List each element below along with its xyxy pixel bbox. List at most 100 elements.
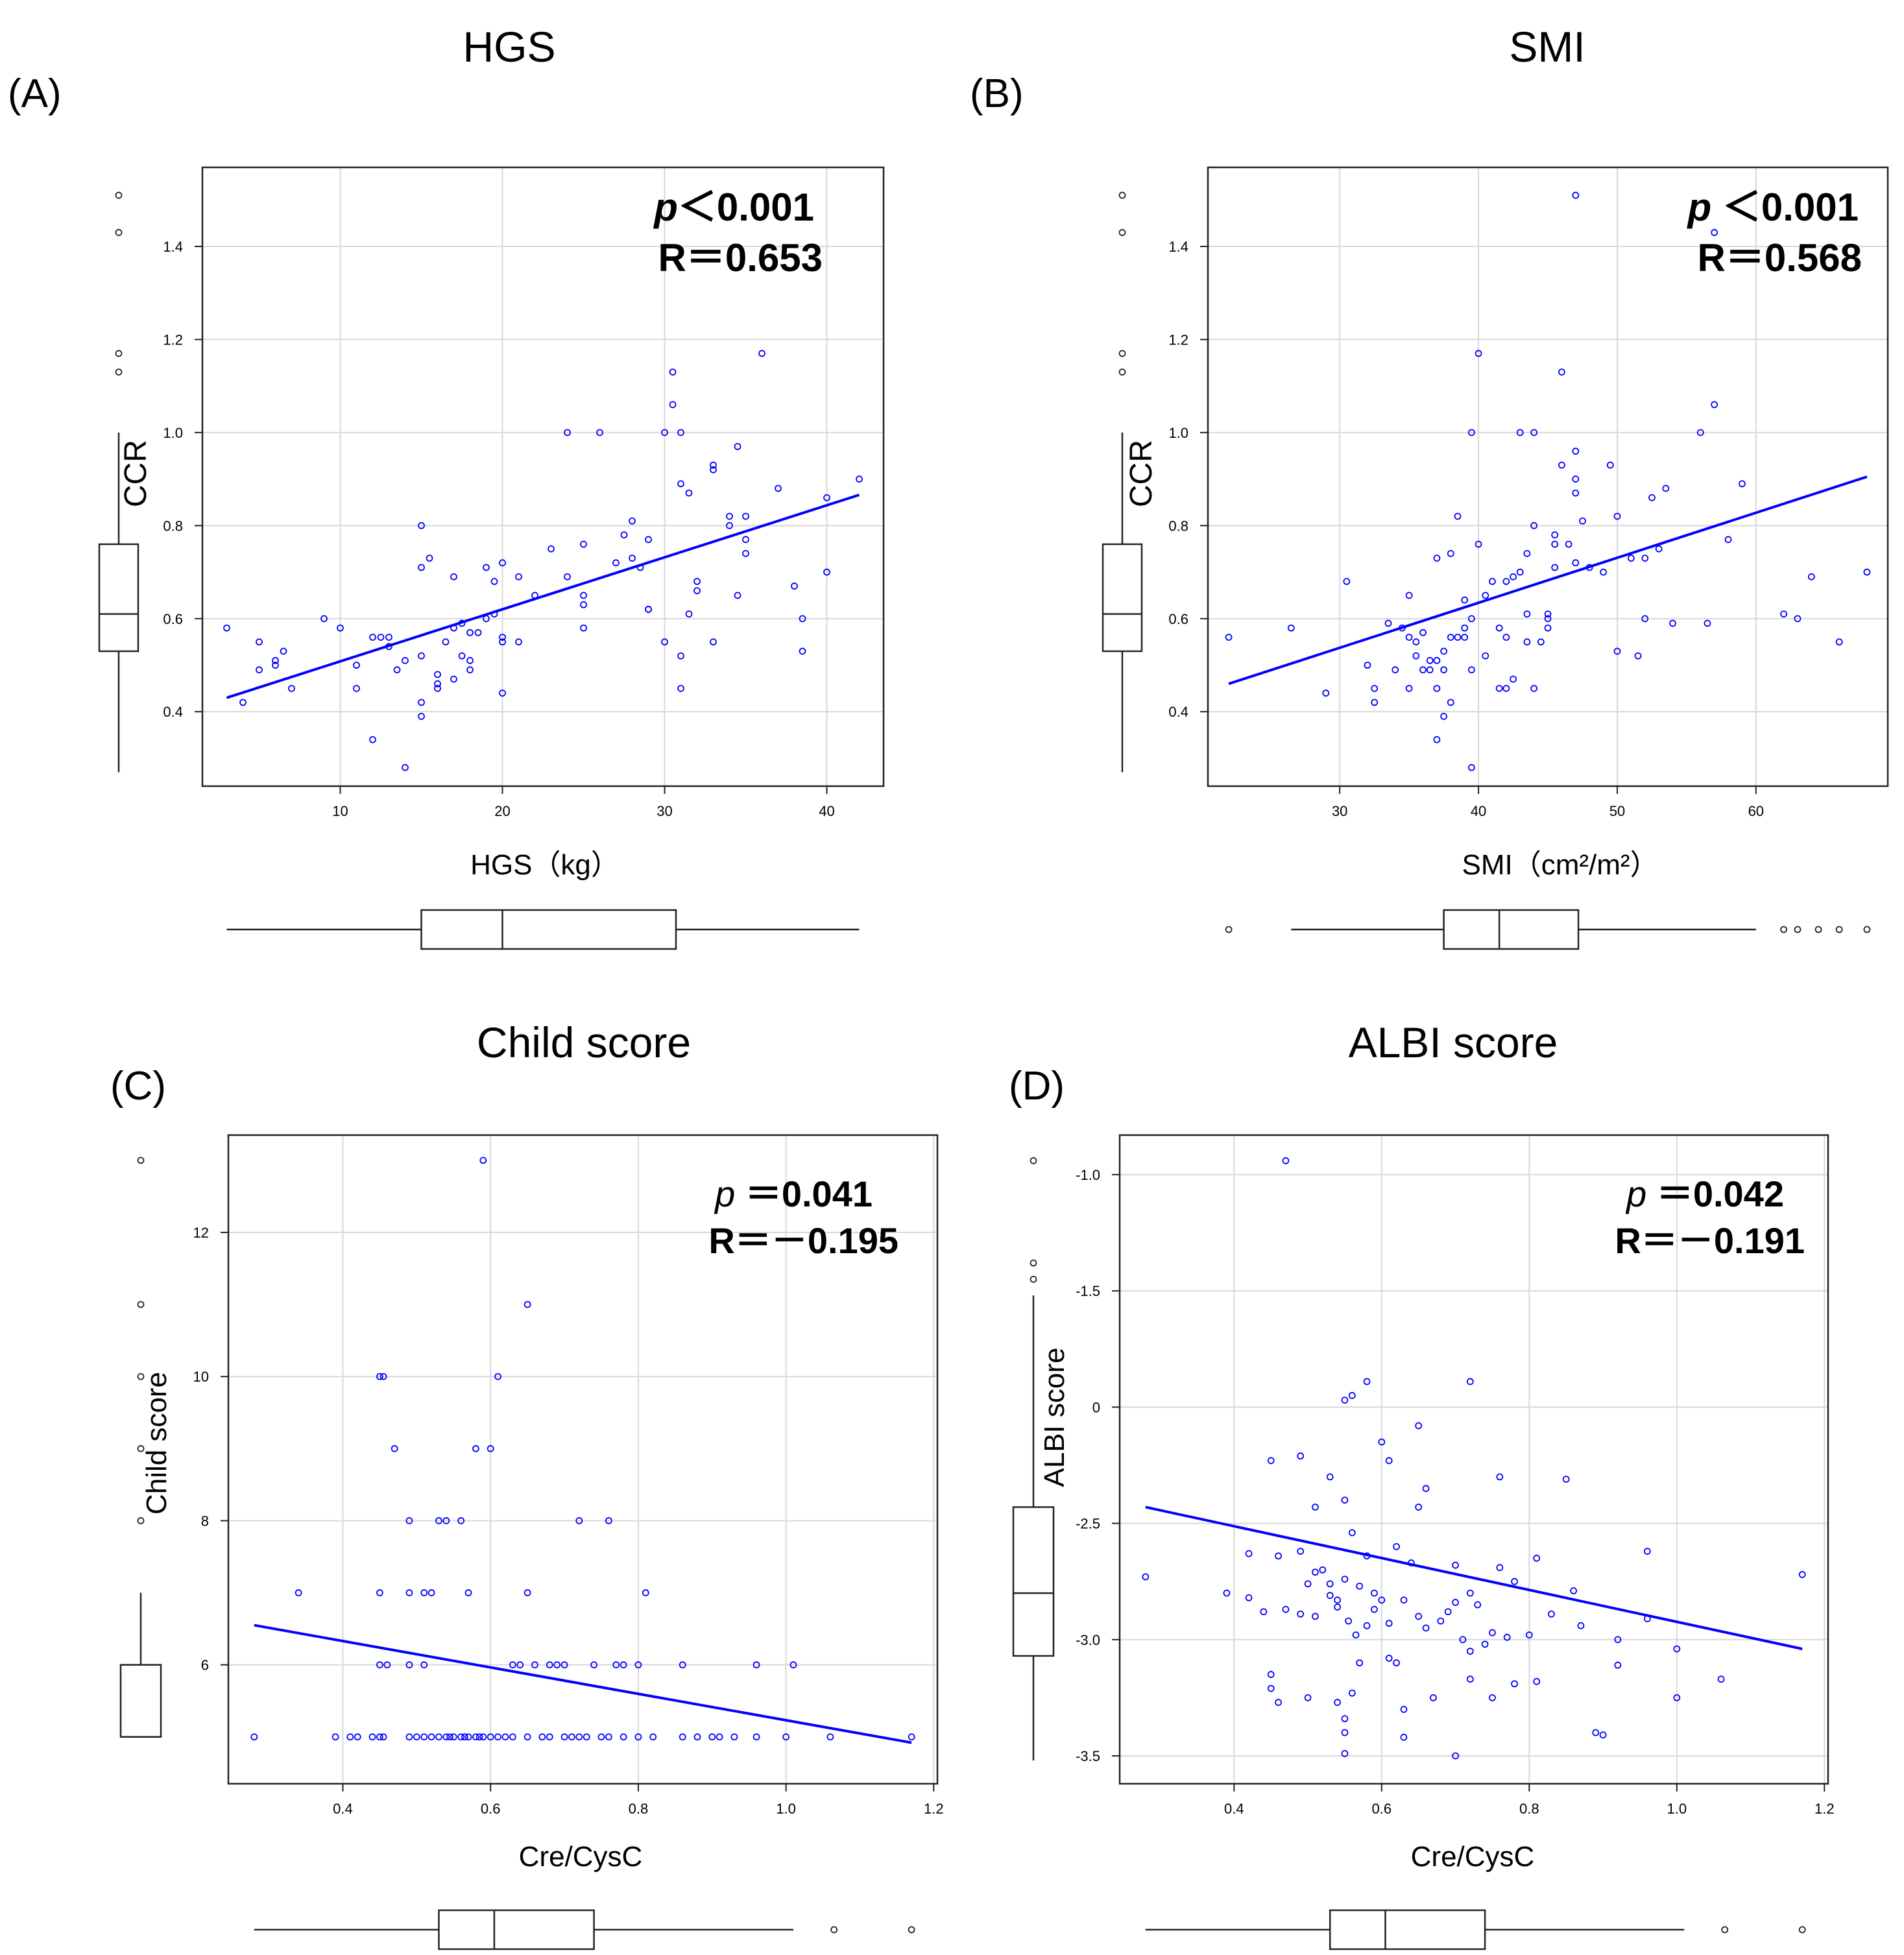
panel-d-plot-frame: [1118, 1134, 1829, 1785]
panel-a-point-8: [320, 615, 328, 623]
panel-c-point-54: [457, 1733, 465, 1741]
panel-b-point-80: [1634, 652, 1642, 660]
panel-c: Child score (C) 0.4 0.6 0.8 1.0 1.2 6 8 10 12 p …: [110, 1018, 944, 1950]
panel-c-point-40: [331, 1733, 339, 1741]
panel-d-point-37: [1245, 1594, 1253, 1601]
panel-d-point-80: [1430, 1694, 1437, 1701]
panel-a-point-6: [280, 647, 287, 655]
panel-a-point-48: [515, 638, 522, 646]
panel-b-point-60: [1544, 624, 1552, 632]
panel-b-point-90: [1711, 229, 1718, 236]
panel-d-point-77: [1393, 1659, 1400, 1667]
panel-a-point-32: [450, 675, 457, 683]
panel-c-point-25: [420, 1661, 428, 1669]
panel-d-regression-line: [1145, 1505, 1803, 1651]
panel-c-point-48: [420, 1733, 428, 1741]
panel-d-point-76: [1385, 1655, 1393, 1662]
panel-b-x-tick-label-0: 30: [1332, 803, 1347, 819]
panel-b-point-86: [1669, 619, 1676, 627]
panel-d-x-box-outlier-0: [1721, 1926, 1729, 1934]
panel-a-r-value: R＝0.653: [658, 236, 823, 280]
panel-d-x-box: [1329, 1909, 1486, 1950]
panel-a-point-65: [645, 606, 652, 613]
panel-c-r-value: R＝－0.195: [708, 1220, 898, 1261]
panel-d-y-box-outlier-0: [1030, 1157, 1037, 1164]
panel-a-point-44: [499, 638, 506, 646]
panel-d-point-6: [1297, 1452, 1305, 1460]
panel-d-point-18: [1297, 1548, 1305, 1555]
panel-a-point-39: [483, 564, 490, 571]
panel-a-point-95: [856, 475, 863, 483]
panel-a-point-72: [677, 429, 684, 437]
panel-d-point-86: [1592, 1729, 1600, 1736]
panel-a-point-0: [223, 624, 230, 632]
panel-c-point-39: [250, 1733, 258, 1741]
panel-a-point-45: [499, 634, 506, 641]
panel-a-point-83: [734, 442, 741, 450]
panel-a-point-58: [612, 559, 620, 567]
panel-a-plot: 10 20 30 40 0.4 0.6 0.8 1.0 1.2 1.4: [98, 166, 885, 950]
panel-a-y-tick-label-1: 0.6: [163, 611, 183, 627]
panel-c-y-box-outlier-1: [137, 1445, 145, 1452]
panel-c-y-tick-label-0: 6: [201, 1657, 209, 1673]
panel-a-y-box-outlier-2: [115, 229, 123, 236]
panel-c-point-83: [826, 1733, 834, 1741]
panel-c-x-tick-label-3: 1.0: [776, 1801, 796, 1817]
panel-d-point-25: [1643, 1548, 1651, 1555]
panel-c-x-tick-label-1: 0.6: [481, 1801, 501, 1817]
panel-b-point-65: [1558, 461, 1565, 469]
panel-a-y-tick-label-2: 0.8: [163, 518, 183, 534]
panel-d-point-13: [1496, 1564, 1504, 1572]
panel-d-point-19: [1312, 1568, 1319, 1576]
panel-d-point-5: [1267, 1457, 1275, 1465]
panel-d-y-axis-label: ALBI score: [1039, 1347, 1070, 1487]
panel-a-regression-line: [226, 494, 860, 699]
panel-c-point-20: [524, 1589, 531, 1596]
panel-d-point-49: [1400, 1596, 1408, 1604]
panel-c-point-46: [405, 1733, 413, 1741]
panel-b-x-box-outlier-5: [1863, 926, 1871, 933]
panel-a-point-50: [548, 545, 555, 553]
panel-d-x-tick-label-4: 1.2: [1814, 1801, 1835, 1817]
panel-b-point-10: [1405, 634, 1413, 641]
panel-c-point-14: [295, 1589, 302, 1596]
panel-a-point-89: [775, 485, 782, 492]
panel-a-point-79: [710, 466, 717, 474]
panel-b-point-18: [1426, 666, 1434, 674]
panel-d-point-28: [1341, 1576, 1349, 1583]
panel-b-point-69: [1572, 489, 1580, 497]
panel-d-y-box: [1012, 1506, 1055, 1657]
panel-c-point-51: [442, 1733, 450, 1741]
panel-b-point-78: [1613, 512, 1621, 520]
panel-b-point-67: [1565, 540, 1573, 548]
panel-c-point-11: [457, 1517, 465, 1524]
panel-b-point-27: [1447, 634, 1454, 641]
panel-b-y-tick-label-4: 1.2: [1168, 331, 1188, 348]
panel-d-point-55: [1459, 1636, 1467, 1644]
panel-b-point-37: [1467, 763, 1475, 771]
panel-d-point-61: [1548, 1610, 1555, 1618]
panel-b-point-16: [1419, 666, 1427, 674]
panel-b-point-95: [1807, 573, 1815, 581]
panel-d-point-51: [1422, 1624, 1430, 1632]
panel-c-title: Child score: [477, 1018, 691, 1066]
panel-c-point-52: [446, 1733, 453, 1741]
panel-d-point-68: [1267, 1671, 1275, 1678]
panel-c-point-44: [376, 1733, 383, 1741]
panel-b-point-88: [1704, 619, 1711, 627]
panel-a-point-12: [369, 634, 376, 641]
panel-b-point-96: [1835, 638, 1843, 646]
panel-c-point-67: [560, 1733, 568, 1741]
panel-a-point-34: [458, 652, 466, 660]
panel-c-point-8: [405, 1517, 413, 1524]
panel-d-point-24: [1533, 1554, 1541, 1562]
panel-a: HGS (A) 10 20 30 40 0.4 0.6 0.8 1.0 1.2 1.4 p＜0.0…: [8, 23, 885, 950]
panel-c-point-30: [553, 1661, 561, 1669]
panel-b-point-23: [1440, 666, 1447, 674]
panel-d-y-tick-label-1: -1.5: [1076, 1283, 1100, 1299]
panel-d-x-box-outlier-1: [1798, 1926, 1806, 1934]
panel-b-point-83: [1648, 494, 1656, 501]
panel-c-point-41: [346, 1733, 354, 1741]
panel-a-point-94: [823, 568, 830, 576]
panel-a-x-tick-label-3: 40: [819, 803, 834, 819]
